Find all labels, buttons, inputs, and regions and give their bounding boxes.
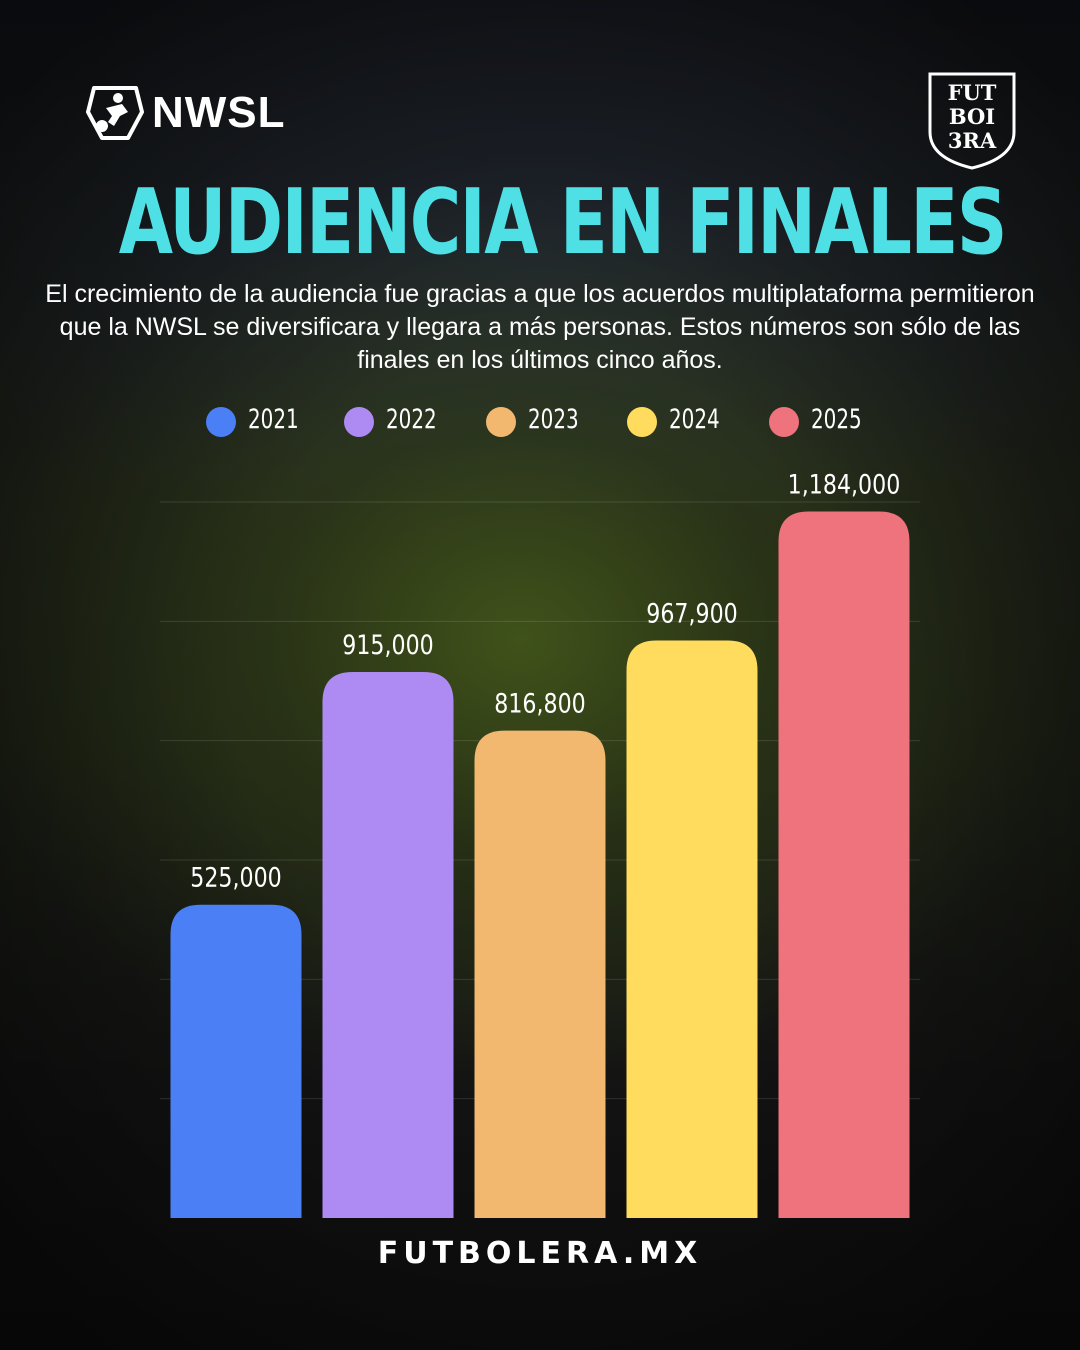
legend-dot-2025 [769, 407, 799, 437]
legend-label-2021: 2021 [248, 404, 299, 435]
futbolera-crest-icon: FUT BOI 3RA [928, 72, 1016, 170]
value-label-2025: 1,184,000 [788, 468, 901, 500]
legend-dot-2024 [627, 407, 657, 437]
legend-label-2022: 2022 [386, 404, 437, 435]
legend-dot-2021 [206, 407, 236, 437]
nwsl-shield-icon [86, 86, 144, 140]
bar-2024 [626, 640, 758, 1218]
value-label-2023: 816,800 [494, 687, 585, 719]
crest-line-1: FUT [948, 80, 997, 105]
chart-title: AUDIENCIA EN FINALES [118, 170, 1008, 275]
legend-label-2023: 2023 [528, 404, 579, 435]
bar-2022 [322, 672, 454, 1218]
crest-line-3: 3RA [948, 128, 997, 153]
nwsl-logo: NWSL [84, 82, 314, 146]
legend-dot-2023 [486, 407, 516, 437]
crest-line-2: BOI [949, 104, 995, 129]
bar-2023 [474, 730, 606, 1218]
legend: 2021 2022 2023 2024 2025 [0, 402, 1080, 442]
legend-label-2025: 2025 [811, 404, 862, 435]
chart-subtitle: El crecimiento de la audiencia fue graci… [45, 280, 1035, 374]
legend-dot-2022 [344, 407, 374, 437]
bar-2021 [170, 904, 302, 1218]
bar-2025 [778, 511, 910, 1219]
nwsl-wordmark: NWSL [152, 88, 286, 137]
legend-label-2024: 2024 [669, 404, 720, 435]
value-label-2021: 525,000 [190, 862, 281, 894]
value-label-2022: 915,000 [342, 629, 433, 661]
footer-site: FUTBOLERA.MX [377, 1236, 703, 1271]
value-label-2024: 967,900 [646, 597, 737, 629]
